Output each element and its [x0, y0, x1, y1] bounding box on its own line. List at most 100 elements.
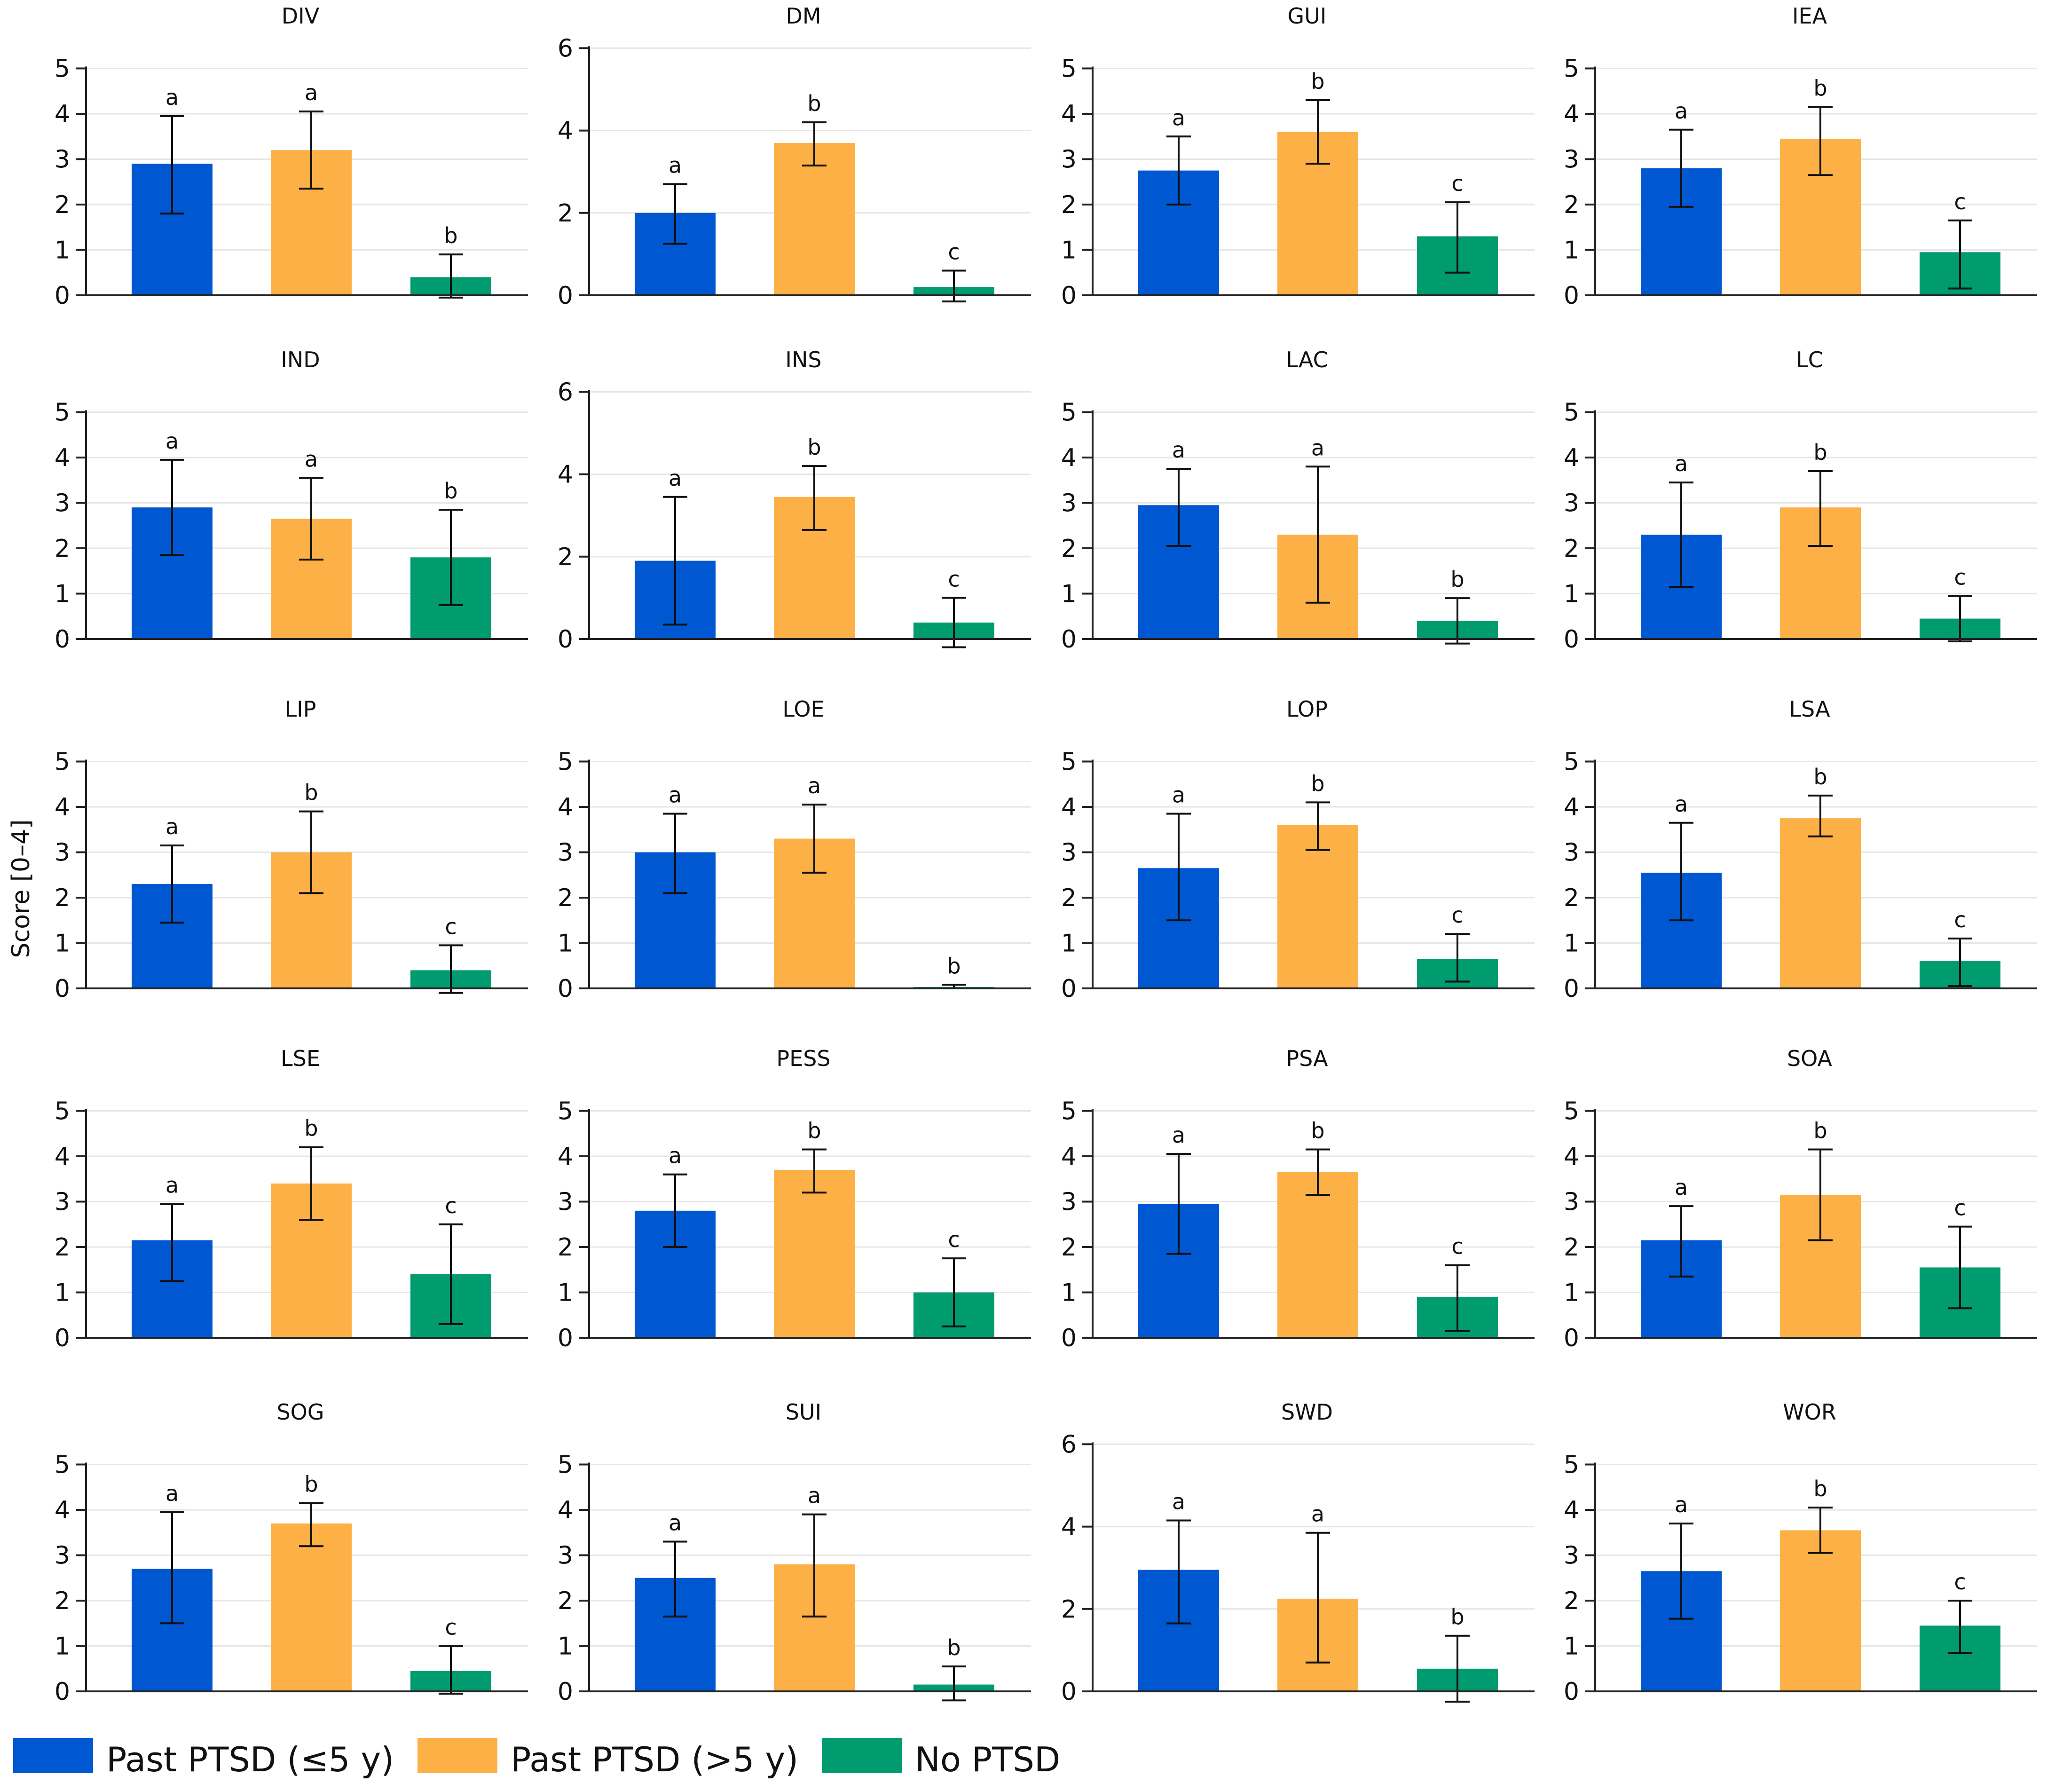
panel-ins: 0 2 4 6 a b c INS: [558, 347, 1031, 654]
y-tick-label: 4: [1564, 100, 1579, 128]
y-tick-label: 2: [1061, 1595, 1077, 1624]
y-tick-label: 4: [55, 1143, 70, 1171]
significance-letter: a: [1675, 1175, 1688, 1200]
significance-letter: a: [1172, 1489, 1185, 1514]
panel-title: LSA: [1789, 696, 1830, 722]
significance-letter: a: [669, 1510, 682, 1536]
y-tick-label: 0: [55, 625, 70, 654]
y-tick-label: 0: [558, 1678, 573, 1706]
significance-letter: a: [1311, 435, 1324, 460]
y-tick-label: 3: [1061, 146, 1077, 174]
panel-title: DIV: [282, 3, 320, 29]
significance-letter: b: [304, 1116, 318, 1141]
significance-letter: b: [1450, 1604, 1464, 1630]
significance-letter: b: [807, 1118, 821, 1144]
y-tick-label: 3: [558, 1542, 573, 1570]
y-tick-label: 0: [1564, 975, 1579, 1003]
bar: [1780, 818, 1861, 988]
legend: Past PTSD (≤5 y) Past PTSD (>5 y) No PTS…: [13, 1735, 2035, 1782]
significance-letter: a: [165, 1172, 179, 1198]
y-tick-label: 3: [55, 839, 70, 867]
y-tick-label: 3: [558, 1188, 573, 1216]
significance-letter: b: [1311, 771, 1324, 796]
panel-iea: 0 1 2 3 4 5 a b c IEA: [1564, 3, 2037, 310]
y-tick-label: 2: [55, 884, 70, 912]
y-tick-label: 1: [55, 930, 70, 958]
significance-letter: b: [807, 91, 821, 116]
panel-title: LSE: [281, 1046, 320, 1071]
y-tick-label: 5: [558, 748, 573, 776]
significance-letter: c: [445, 914, 457, 939]
bar: [1277, 825, 1358, 988]
panel-title: GUI: [1288, 3, 1327, 29]
y-tick-label: 0: [558, 625, 573, 654]
y-tick-label: 0: [1061, 1324, 1077, 1352]
panel-title: LIP: [285, 696, 316, 722]
y-tick-label: 2: [1061, 1233, 1077, 1262]
y-tick-label: 1: [1564, 580, 1579, 608]
y-tick-label: 0: [55, 975, 70, 1003]
y-axis-label: Score [0–4]: [7, 820, 35, 958]
y-tick-label: 2: [1061, 535, 1077, 563]
y-tick-label: 6: [558, 378, 573, 406]
y-tick-label: 1: [1061, 237, 1077, 265]
y-tick-label: 2: [558, 1587, 573, 1615]
y-tick-label: 3: [55, 1542, 70, 1570]
significance-letter: b: [304, 780, 318, 805]
y-tick-label: 2: [1564, 535, 1579, 563]
y-tick-label: 1: [1061, 1279, 1077, 1307]
significance-letter: b: [947, 1635, 961, 1660]
y-tick-label: 5: [1564, 1451, 1579, 1479]
y-tick-label: 4: [1564, 1496, 1579, 1524]
y-tick-label: 1: [55, 1633, 70, 1661]
significance-letter: b: [1813, 440, 1827, 465]
legend-swatch: [822, 1738, 902, 1773]
y-tick-label: 2: [1061, 191, 1077, 219]
y-tick-label: 3: [55, 146, 70, 174]
legend-label: Past PTSD (>5 y): [511, 1740, 799, 1779]
significance-letter: a: [669, 1143, 682, 1168]
significance-letter: a: [305, 446, 318, 472]
panel-title: SWD: [1281, 1399, 1333, 1425]
y-tick-label: 3: [558, 839, 573, 867]
significance-letter: b: [807, 434, 821, 460]
y-tick-label: 3: [55, 489, 70, 518]
y-tick-label: 0: [55, 1678, 70, 1706]
significance-letter: c: [1954, 1195, 1966, 1221]
y-tick-label: 1: [1564, 237, 1579, 265]
y-tick-label: 5: [558, 1097, 573, 1126]
y-tick-label: 4: [1061, 100, 1077, 128]
significance-letter: a: [669, 152, 682, 178]
significance-letter: a: [1675, 451, 1688, 476]
panel-title: LC: [1796, 347, 1823, 372]
y-tick-label: 0: [1061, 975, 1077, 1003]
bar: [271, 1523, 352, 1691]
significance-letter: b: [1450, 567, 1464, 592]
legend-swatch: [417, 1738, 497, 1773]
significance-letter: a: [1311, 1501, 1324, 1527]
significance-letter: c: [948, 239, 960, 264]
y-tick-label: 4: [55, 444, 70, 472]
y-tick-label: 3: [1061, 839, 1077, 867]
y-tick-label: 4: [55, 1496, 70, 1524]
significance-letter: a: [808, 773, 821, 798]
panel-psa: 0 1 2 3 4 5 a b c PSA: [1061, 1046, 1535, 1352]
significance-letter: b: [1311, 69, 1324, 94]
panel-gui: 0 1 2 3 4 5 a b c GUI: [1061, 3, 1535, 310]
y-tick-label: 1: [558, 930, 573, 958]
significance-letter: c: [948, 566, 960, 592]
y-tick-label: 5: [55, 55, 70, 83]
y-tick-label: 1: [1061, 580, 1077, 608]
significance-letter: b: [304, 1472, 318, 1497]
y-tick-label: 0: [55, 282, 70, 310]
panel-lac: 0 1 2 3 4 5 a a b LAC: [1061, 347, 1535, 654]
significance-letter: a: [165, 1481, 179, 1506]
y-tick-label: 5: [55, 1097, 70, 1126]
significance-letter: c: [1451, 902, 1463, 928]
y-tick-label: 1: [558, 1279, 573, 1307]
significance-letter: b: [1813, 1118, 1827, 1144]
y-tick-label: 4: [1061, 1143, 1077, 1171]
panel-lc: 0 1 2 3 4 5 a b c LC: [1564, 347, 2037, 654]
panel-lse: 0 1 2 3 4 5 a b c LSE: [55, 1046, 528, 1352]
